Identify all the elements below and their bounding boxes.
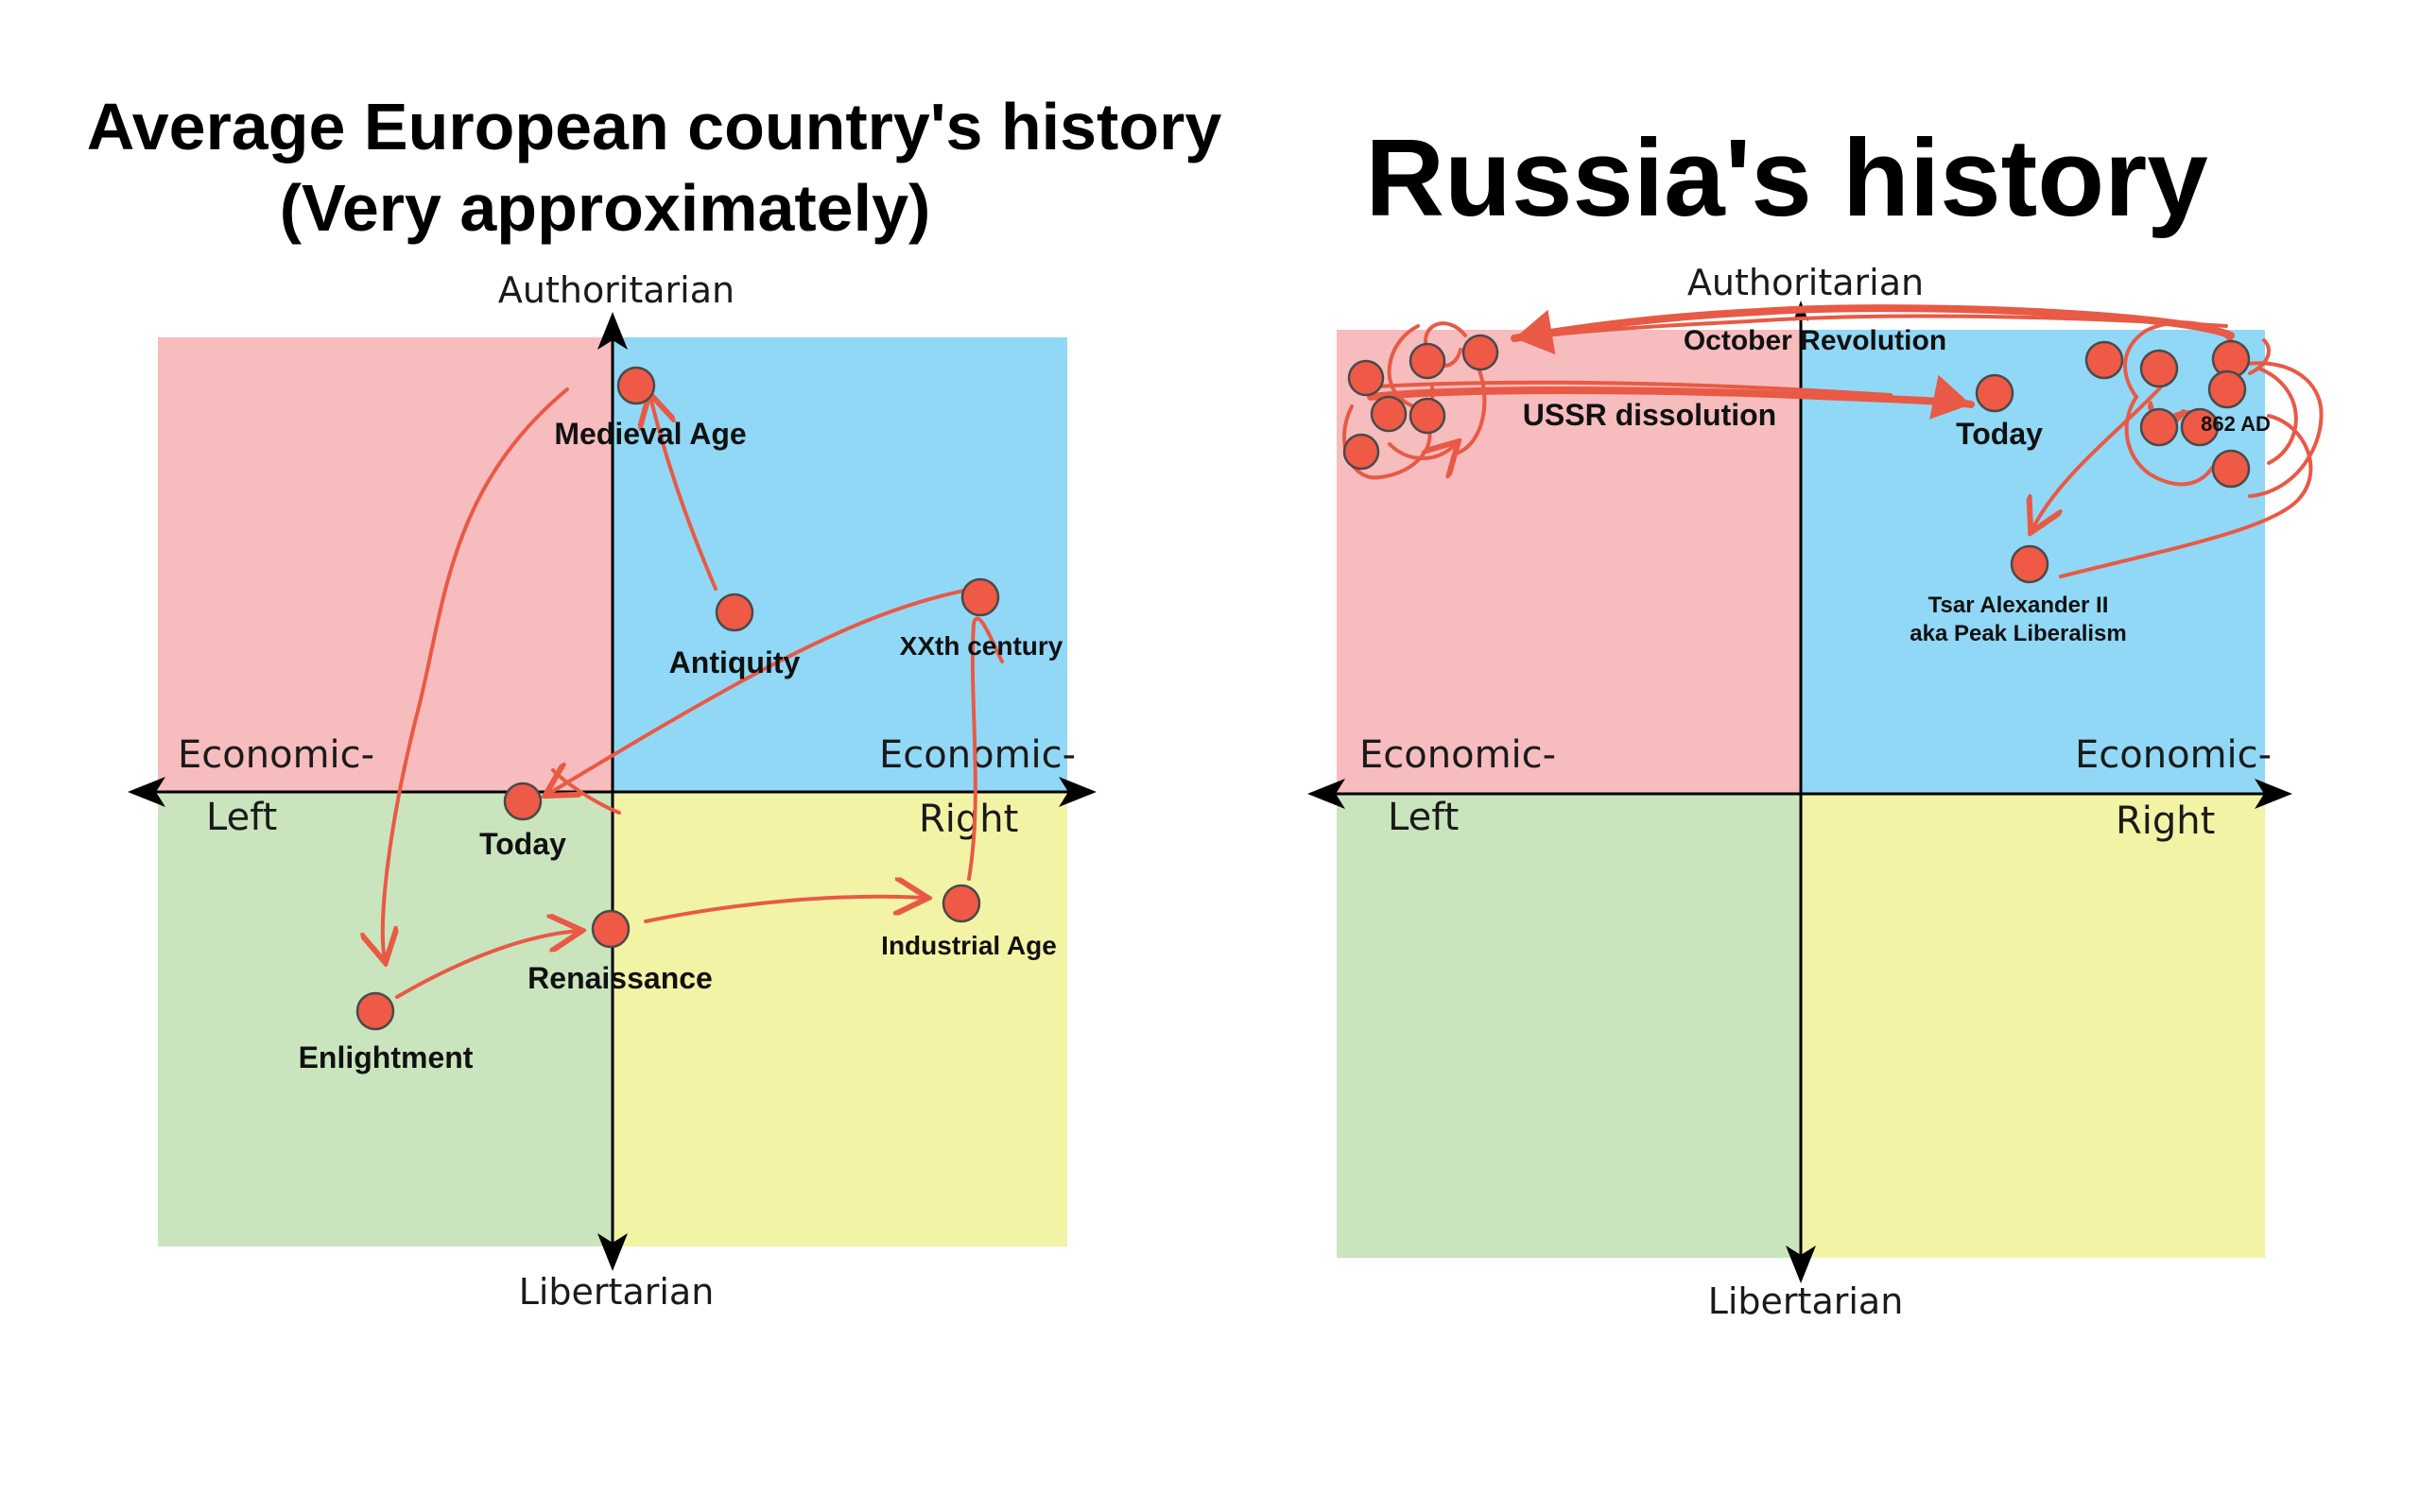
arrow-ussr-dissolution-2 (1359, 380, 1893, 397)
arrow-from-tsar (2059, 414, 2313, 578)
marker-enlightment (355, 991, 395, 1031)
axis-label-economic-right-1: Economic- (2075, 733, 2272, 777)
left-compass: Authoritarian Libertarian Economic- Left… (128, 269, 1097, 1313)
arrow-medieval-to-enlightment (383, 387, 569, 959)
right-compass: Authoritarian Libertarian Economic- Left… (1307, 262, 2324, 1322)
marker-industrial (942, 884, 981, 923)
arrow-renaissance-to-industrial (644, 897, 925, 923)
arrowhead-right-icon (2255, 779, 2292, 809)
arrow-xxth-to-today (548, 589, 966, 794)
axis-label-economic-right-2: Right (919, 798, 1018, 841)
arrowhead-up-icon (597, 312, 628, 350)
label-enlightment: Enlightment (299, 1040, 474, 1074)
label-antiquity: Antiquity (669, 645, 801, 679)
label-xxth: XXth century (900, 631, 1063, 661)
label-october-revolution: October Revolution (1684, 325, 1946, 356)
label-today: Today (1956, 417, 2043, 451)
axis-label-economic-left-2: Left (206, 796, 277, 839)
axis-label-libertarian: Libertarian (519, 1271, 715, 1313)
marker-right-cluster-7 (2211, 449, 2251, 489)
left-panel: Average European country's history (Very… (87, 90, 1222, 1313)
marker-right-cluster-5 (2139, 407, 2179, 447)
marker-left-cluster-4 (1370, 395, 1408, 433)
axis-label-economic-left-1: Economic- (1359, 733, 1556, 777)
arrowhead-down-icon (1786, 1246, 1816, 1283)
scribble-right-3 (2243, 361, 2324, 498)
marker-right-cluster-4 (2207, 369, 2247, 409)
arrow-industrial-to-xxth (967, 616, 1004, 881)
quadrant-lib-right (1801, 794, 2265, 1258)
axis-label-libertarian: Libertarian (1708, 1280, 1904, 1322)
axis-label-economic-left-2: Left (1388, 796, 1459, 839)
quadrant-auth-right (613, 337, 1067, 792)
left-title-line2: (Very approximately) (280, 171, 931, 245)
marker-antiquity (715, 593, 754, 632)
arrow-ussr-dissolution (1367, 374, 1975, 420)
marker-today (1975, 373, 2014, 413)
quadrant-lib-left (1337, 794, 1801, 1258)
right-panel: Russia's history Authoritarian Libertari… (1307, 116, 2324, 1322)
marker-today (503, 782, 543, 821)
axis-label-authoritarian: Authoritarian (1687, 262, 1924, 303)
label-ussr-dissolution: USSR dissolution (1523, 398, 1776, 432)
arrow-enlightment-to-renaissance (395, 931, 579, 999)
scribble-right-2 (2257, 367, 2298, 465)
marker-renaissance (591, 909, 631, 949)
quadrant-lib-right (613, 792, 1067, 1246)
marker-tsar-alexander (2010, 544, 2049, 584)
scribble-left-5 (1454, 357, 1487, 455)
arrowhead-left-icon (1307, 779, 1345, 809)
axis-label-authoritarian: Authoritarian (498, 269, 735, 311)
arrow-october-revolution (1511, 304, 2235, 355)
arrow-october-revolution-2 (1520, 314, 2228, 340)
label-industrial: Industrial Age (881, 931, 1057, 960)
scribble-right-6 (2248, 338, 2271, 375)
arrowhead-right-icon (1059, 777, 1097, 807)
axis-label-economic-left-1: Economic- (178, 733, 374, 777)
left-title-line1: Average European country's history (87, 90, 1222, 163)
label-renaissance: Renaissance (527, 961, 713, 995)
label-medieval: Medieval Age (554, 417, 746, 451)
marker-left-cluster-5 (1409, 397, 1446, 435)
marker-right-cluster-1 (2084, 340, 2124, 380)
label-862-ad: 862 AD (2201, 412, 2271, 436)
marker-left-cluster-2 (1409, 342, 1446, 380)
axis-label-economic-right-2: Right (2116, 799, 2215, 843)
arrowhead-down-icon (597, 1233, 628, 1271)
marker-medieval (616, 366, 656, 405)
marker-xxth (960, 577, 1000, 617)
scribble-right-1 (2123, 320, 2233, 399)
marker-left-cluster-6 (1342, 433, 1380, 471)
arrow-antiquity-to-medieval (650, 397, 717, 591)
marker-left-cluster-3 (1461, 334, 1499, 371)
marker-right-cluster-6 (2180, 407, 2220, 447)
marker-right-cluster-2 (2139, 349, 2179, 388)
marker-left-cluster-1 (1347, 359, 1385, 397)
label-tsar-line2: aka Peak Liberalism (1910, 621, 2126, 646)
arrowhead-left-icon (128, 777, 165, 807)
quadrant-auth-left (158, 337, 613, 792)
scribble-left-4 (1388, 444, 1456, 458)
arrow-today-hook (551, 768, 621, 815)
right-title: Russia's history (1365, 116, 2207, 239)
arrow-to-tsar (2032, 381, 2167, 529)
label-tsar-line1: Tsar Alexander II (1928, 593, 2109, 618)
axis-label-economic-right-1: Economic- (879, 733, 1076, 777)
label-today: Today (479, 827, 566, 861)
